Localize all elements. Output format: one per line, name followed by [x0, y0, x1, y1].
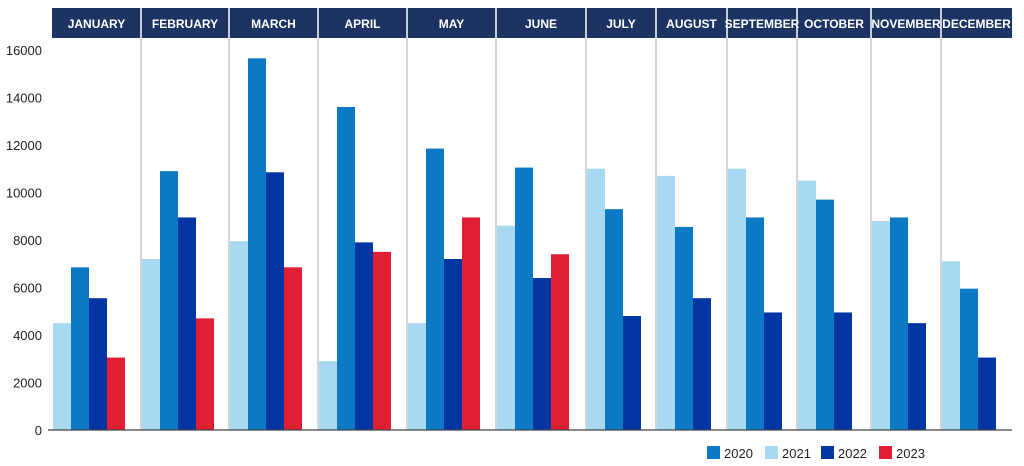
bar-2020-august: [675, 226, 693, 430]
bar-2023-january: [107, 357, 125, 430]
month-label: OCTOBER: [804, 17, 864, 31]
month-label: MAY: [439, 17, 465, 31]
y-tick-label: 2000: [13, 376, 42, 391]
bar-2022-april: [355, 242, 373, 430]
bar-2020-may: [426, 148, 444, 430]
y-tick-label: 4000: [13, 328, 42, 343]
y-tick-label: 16000: [6, 43, 42, 58]
bar-2020-march: [248, 58, 266, 430]
bar-2020-february: [160, 171, 178, 430]
bar-2020-june: [515, 167, 533, 430]
bar-2021-july: [587, 168, 605, 430]
y-axis: 0 2000 4000 6000 8000 10000 12000 14000 16000: [6, 43, 1012, 438]
legend-swatch-2023: [879, 446, 892, 459]
bar-2021-december: [942, 261, 960, 430]
bar-2023-march: [284, 267, 302, 430]
month-label: JUNE: [525, 17, 557, 31]
bar-2022-february: [178, 217, 196, 430]
legend-label-2023: 2023: [896, 446, 925, 461]
month-label: JULY: [606, 17, 636, 31]
bar-2021-february: [142, 259, 160, 430]
bar-2021-may: [408, 323, 426, 430]
legend-label-2021: 2021: [782, 446, 811, 461]
bar-2021-june: [497, 225, 515, 430]
bar-2020-december: [960, 288, 978, 430]
bar-2022-june: [533, 278, 551, 430]
month-label: NOVEMBER: [871, 17, 941, 31]
bar-2023-may: [462, 217, 480, 430]
bar-2022-august: [693, 298, 711, 430]
bar-2021-october: [798, 180, 816, 430]
bar-2023-june: [551, 254, 569, 430]
bar-2020-october: [816, 199, 834, 430]
legend-swatch-2022: [821, 446, 834, 459]
bar-2023-february: [196, 318, 214, 430]
bar-2022-march: [266, 172, 284, 430]
bar-2020-july: [605, 209, 623, 430]
bars: [53, 58, 996, 430]
y-tick-label: 12000: [6, 138, 42, 153]
month-label: AUGUST: [666, 17, 717, 31]
bar-2022-january: [89, 298, 107, 430]
bar-2022-may: [444, 259, 462, 430]
bar-2022-september: [764, 312, 782, 430]
y-tick-label: 14000: [6, 91, 42, 106]
legend-swatch-2021: [765, 446, 778, 459]
bar-2022-december: [978, 357, 996, 430]
legend: 2020 2021 2022 2023: [707, 446, 925, 461]
month-label: DECEMBER: [942, 17, 1011, 31]
bar-2021-april: [319, 361, 337, 430]
legend-label-2022: 2022: [838, 446, 867, 461]
bar-2020-april: [337, 107, 355, 430]
month-label: JANUARY: [68, 17, 126, 31]
bar-2020-january: [71, 267, 89, 430]
bar-2023-april: [373, 251, 391, 430]
bar-2021-january: [53, 323, 71, 430]
month-label: MARCH: [251, 17, 296, 31]
legend-swatch-2020: [707, 446, 720, 459]
bar-2020-november: [890, 217, 908, 430]
bar-2022-october: [834, 312, 852, 430]
legend-label-2020: 2020: [724, 446, 753, 461]
bar-2021-november: [872, 221, 890, 430]
month-header-bar: JANUARY FEBRUARY MARCH APRIL MAY JUNE JULY AUGU…: [52, 8, 1012, 38]
y-tick-label: 0: [35, 423, 42, 438]
y-tick-label: 10000: [6, 186, 42, 201]
y-tick-label: 8000: [13, 233, 42, 248]
month-label: SEPTEMBER: [725, 17, 800, 31]
y-tick-label: 6000: [13, 281, 42, 296]
header-band: [52, 8, 1012, 38]
bar-2021-september: [728, 168, 746, 430]
month-separators: [140, 8, 942, 430]
bar-2022-november: [908, 323, 926, 430]
bar-2021-march: [230, 241, 248, 430]
month-label: FEBRUARY: [152, 17, 218, 31]
month-label: APRIL: [345, 17, 381, 31]
bar-2022-july: [623, 316, 641, 430]
bar-2021-august: [657, 175, 675, 430]
bar-2020-september: [746, 217, 764, 430]
